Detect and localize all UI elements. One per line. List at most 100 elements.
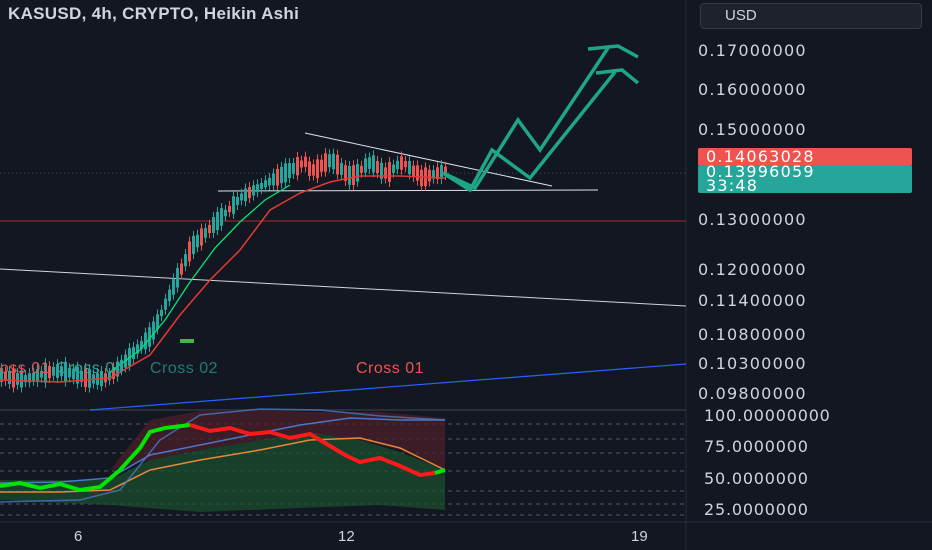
oscillator-line-end xyxy=(434,468,446,475)
candle-body xyxy=(192,235,195,255)
candle-body xyxy=(208,224,211,234)
close-price-badge: 0.13996059 33:48 xyxy=(698,164,912,195)
candle-body xyxy=(380,162,383,179)
candle-body xyxy=(392,164,395,173)
candle-body xyxy=(16,373,19,385)
candle-body xyxy=(24,375,27,383)
candle-body xyxy=(248,187,251,199)
candle-body xyxy=(360,165,363,173)
candle-body xyxy=(328,154,331,168)
candle-body xyxy=(304,156,307,167)
currency-button[interactable]: USD xyxy=(700,3,922,29)
candle-body xyxy=(296,157,299,176)
candle-body xyxy=(160,309,163,317)
candle-body xyxy=(36,369,39,382)
candle-body xyxy=(0,368,3,382)
candle-body xyxy=(280,166,283,184)
moving-average-red xyxy=(0,175,446,383)
candle-body xyxy=(252,185,255,196)
candle-body xyxy=(76,366,79,384)
candle-body xyxy=(80,371,83,382)
candle-body xyxy=(388,162,391,182)
projection-arrowhead-lower xyxy=(595,68,640,85)
candle-body xyxy=(240,193,243,201)
candle-body xyxy=(204,228,207,238)
projection-path-lower xyxy=(442,70,617,193)
candle-body xyxy=(32,372,35,381)
candle-body xyxy=(136,344,139,354)
price-axis-label: 0.13000000 xyxy=(698,210,807,229)
oscillator-axis-label: 75.0000000 xyxy=(704,437,809,456)
triangle-lower-line xyxy=(217,189,599,192)
candle-body xyxy=(180,263,183,275)
candle-body xyxy=(372,155,375,173)
oscillator-axis-label: 100.00000000 xyxy=(704,406,831,425)
candle-body xyxy=(416,165,419,181)
candle-body xyxy=(164,298,167,310)
candle-body xyxy=(264,180,267,188)
candle-body xyxy=(432,170,435,179)
candle-body xyxy=(316,159,319,179)
candle-body xyxy=(168,289,171,302)
time-axis-label: 19 xyxy=(631,528,648,545)
symbol-title[interactable]: KASUSD, 4h, CRYPTO, Heikin Ashi xyxy=(8,4,300,23)
cross-annotation: Cross 04 xyxy=(56,360,125,377)
candle-body xyxy=(404,160,407,168)
candle-body xyxy=(440,165,443,179)
candle-body xyxy=(64,361,67,382)
candle-body xyxy=(184,254,187,267)
candle-body xyxy=(284,163,287,183)
candle-body xyxy=(256,184,259,193)
price-axis-label: 0.10800000 xyxy=(698,325,807,344)
candle-body xyxy=(400,156,403,170)
candle-body xyxy=(56,364,59,378)
candle-body xyxy=(220,208,223,226)
candle-body xyxy=(344,165,347,182)
trendline xyxy=(0,268,687,307)
candle-body xyxy=(44,363,47,383)
price-axis-label: 0.10300000 xyxy=(698,354,807,373)
candle-body xyxy=(288,163,291,179)
candle-body xyxy=(376,160,379,174)
candle-body xyxy=(152,321,155,340)
candle-body xyxy=(312,164,315,176)
price-axis-label: 0.12000000 xyxy=(698,260,807,279)
candle-body xyxy=(272,173,275,186)
candle-body xyxy=(196,234,199,248)
candle-body xyxy=(140,341,143,349)
candle-body xyxy=(244,188,247,202)
marker xyxy=(180,339,194,343)
projection-path-upper xyxy=(442,47,610,191)
price-axis-label: 0.11400000 xyxy=(698,291,807,310)
candle-body xyxy=(156,314,159,330)
candle-body xyxy=(88,369,91,388)
bar-countdown: 33:48 xyxy=(706,176,759,195)
candle-body xyxy=(356,163,359,182)
price-axis-label: 0.15000000 xyxy=(698,120,807,139)
candle-body xyxy=(224,209,227,217)
candle-body xyxy=(12,369,15,388)
candle-body xyxy=(84,368,87,388)
candle-body xyxy=(336,154,339,175)
time-axis-label: 12 xyxy=(338,528,355,545)
candle-body xyxy=(52,366,55,376)
candle-body xyxy=(364,158,367,173)
candle-body xyxy=(228,205,231,213)
last-price-badge: 0.14063028 xyxy=(698,148,912,166)
candle-body xyxy=(40,370,43,378)
candle-body xyxy=(116,361,119,377)
candle-body xyxy=(444,166,447,175)
price-axis-label: 0.17000000 xyxy=(698,41,807,60)
candle-body xyxy=(420,169,423,187)
oscillator-upper-band xyxy=(0,417,445,484)
candle-body xyxy=(212,217,215,233)
candle-body xyxy=(412,165,415,178)
candle-body xyxy=(176,268,179,288)
oscillator-line-down xyxy=(189,423,436,478)
candle-body xyxy=(8,370,11,385)
candle-body xyxy=(172,278,175,295)
candle-body xyxy=(384,167,387,179)
candle-body xyxy=(72,368,75,380)
